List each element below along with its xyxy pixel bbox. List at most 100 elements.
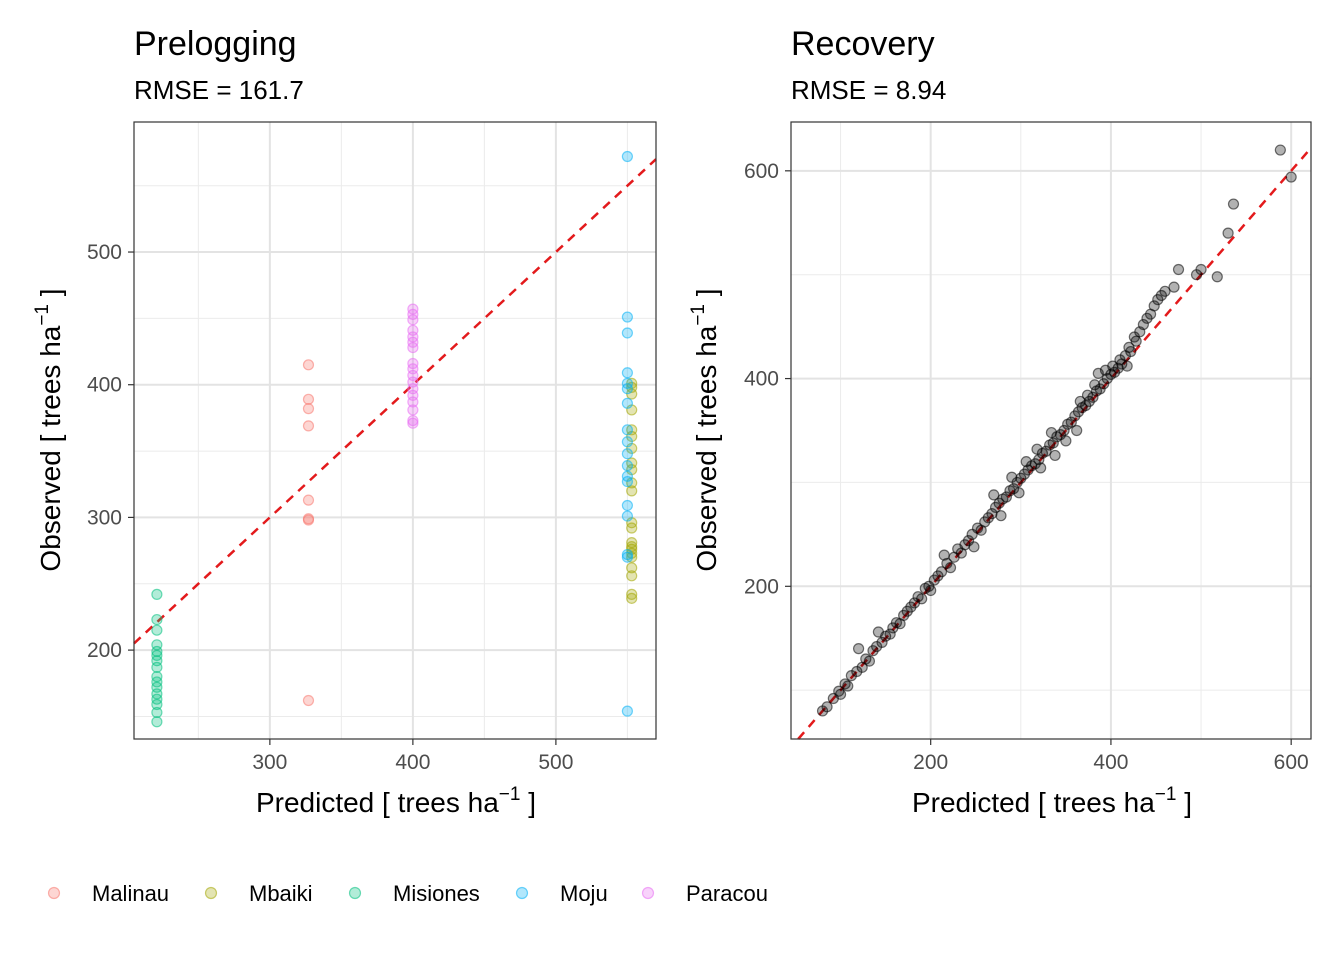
x-tick-label: 500 bbox=[538, 751, 573, 774]
data-point-moju bbox=[621, 499, 633, 512]
data-points bbox=[151, 150, 638, 728]
data-point-malinau bbox=[302, 403, 315, 415]
panel-prelogging: Prelogging RMSE = 161.7 300 400 500 200 300… bbox=[32, 25, 657, 818]
data-point-misiones bbox=[151, 716, 163, 728]
data-point bbox=[1285, 171, 1297, 183]
x-tick-label: 200 bbox=[913, 751, 948, 774]
data-point bbox=[821, 701, 833, 713]
data-point bbox=[944, 562, 957, 574]
data-point bbox=[1065, 416, 1077, 428]
data-point-misiones bbox=[151, 613, 163, 626]
y-tick-label: 400 bbox=[744, 368, 779, 391]
legend: Malinau Mbaiki Misiones Moju Paracou bbox=[47, 881, 768, 906]
y-tick-label: 600 bbox=[744, 160, 779, 183]
legend-item-malinau: Malinau bbox=[47, 881, 169, 906]
data-point-misiones bbox=[151, 706, 163, 719]
data-point-malinau bbox=[302, 420, 315, 432]
data-point bbox=[1000, 491, 1012, 503]
data-point bbox=[876, 636, 888, 648]
data-point bbox=[1130, 335, 1142, 347]
data-point-moju bbox=[621, 460, 633, 472]
data-point-misiones bbox=[151, 624, 163, 636]
data-point bbox=[1195, 263, 1207, 276]
y-tick-label: 200 bbox=[744, 575, 779, 598]
data-point bbox=[988, 489, 1000, 501]
legend-key bbox=[641, 886, 655, 900]
data-point-moju bbox=[621, 367, 633, 379]
data-point bbox=[1172, 263, 1185, 276]
y-axis-ticks: 200 300 400 500 bbox=[87, 241, 134, 662]
data-point-moju bbox=[621, 383, 633, 395]
x-tick-label: 300 bbox=[252, 751, 287, 774]
panel-title: Prelogging bbox=[134, 25, 297, 63]
data-point bbox=[1137, 318, 1149, 331]
data-point-mbaiki bbox=[626, 570, 638, 582]
data-point bbox=[1047, 437, 1059, 449]
legend-label: Malinau bbox=[92, 881, 169, 906]
data-point bbox=[1121, 360, 1133, 372]
data-point-moju bbox=[621, 327, 633, 339]
panel-subtitle: RMSE = 8.94 bbox=[791, 75, 946, 105]
data-point bbox=[1040, 445, 1052, 457]
data-point bbox=[1125, 345, 1137, 358]
legend-label: Mbaiki bbox=[249, 881, 313, 906]
y-tick-label: 500 bbox=[87, 241, 122, 264]
data-point bbox=[842, 680, 854, 692]
data-point-misiones bbox=[151, 661, 163, 673]
data-point bbox=[935, 566, 948, 578]
data-point bbox=[1013, 487, 1025, 499]
data-point bbox=[852, 643, 865, 655]
data-point bbox=[968, 541, 980, 553]
data-point-mbaiki bbox=[626, 485, 638, 497]
data-point-moju bbox=[621, 436, 633, 448]
data-point bbox=[1227, 198, 1240, 210]
legend-key bbox=[204, 886, 218, 900]
legend-item-misiones: Misiones bbox=[348, 881, 480, 906]
y-axis-ticks: 200 400 600 bbox=[744, 160, 791, 598]
gridlines bbox=[134, 122, 656, 739]
data-point bbox=[1159, 285, 1171, 297]
legend-item-moju: Moju bbox=[515, 881, 608, 906]
data-point-paracou bbox=[407, 404, 419, 416]
data-point-paracou bbox=[407, 396, 419, 408]
legend-label: Misiones bbox=[393, 881, 480, 906]
y-tick-label: 200 bbox=[87, 639, 122, 662]
data-point bbox=[1033, 453, 1045, 466]
y-axis-label: Observed [ trees ha−1 ] bbox=[32, 288, 66, 571]
data-point-paracou bbox=[407, 341, 419, 354]
data-point bbox=[1148, 300, 1160, 312]
data-point bbox=[1049, 449, 1061, 462]
data-point-malinau bbox=[302, 514, 315, 526]
x-axis-ticks: 200 400 600 bbox=[913, 739, 1309, 774]
data-point bbox=[925, 584, 937, 597]
legend-key bbox=[515, 886, 529, 900]
data-point bbox=[1058, 424, 1070, 437]
data-point bbox=[916, 593, 928, 605]
data-point-mbaiki bbox=[626, 522, 638, 534]
data-point bbox=[863, 655, 876, 667]
data-point-moju bbox=[621, 475, 633, 488]
panel-title: Recovery bbox=[791, 25, 935, 63]
data-point bbox=[1087, 391, 1099, 403]
data-point-mbaiki bbox=[626, 562, 638, 574]
data-point-malinau bbox=[302, 694, 315, 707]
data-point-paracou bbox=[407, 414, 419, 427]
data-point bbox=[1071, 424, 1083, 437]
identity-line bbox=[133, 158, 657, 645]
data-point-moju bbox=[621, 150, 633, 163]
data-point-paracou bbox=[407, 314, 419, 326]
data-point-moju bbox=[621, 548, 633, 561]
data-point bbox=[884, 628, 896, 640]
x-tick-label: 600 bbox=[1274, 751, 1309, 774]
data-point bbox=[834, 688, 847, 700]
data-point-paracou bbox=[407, 417, 419, 429]
data-point-moju bbox=[621, 551, 633, 563]
data-point-misiones bbox=[151, 588, 163, 600]
data-point-moju bbox=[621, 448, 633, 460]
data-points bbox=[816, 144, 1297, 717]
data-point-misiones bbox=[151, 645, 163, 658]
legend-label: Moju bbox=[560, 881, 608, 906]
data-point-moju bbox=[621, 705, 633, 717]
panel-recovery: Recovery RMSE = 8.94 200 400 600 200 400 600… bbox=[688, 25, 1312, 818]
